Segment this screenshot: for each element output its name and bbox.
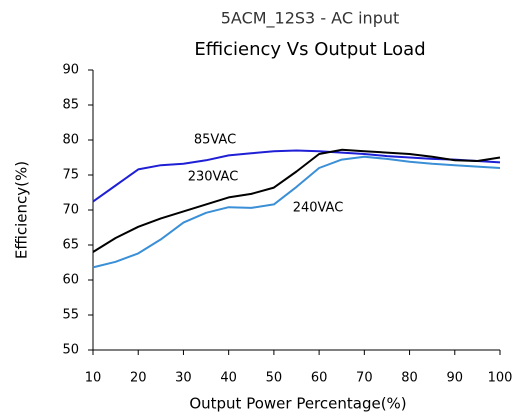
x-axis-label: Output Power Percentage(%) (189, 395, 406, 413)
series-line (92, 149, 501, 203)
x-tick-label: 30 (175, 371, 192, 386)
y-tick-label: 65 (62, 238, 79, 253)
x-tick-label: 60 (311, 371, 328, 386)
series-label: 230VAC (188, 170, 239, 185)
y-tick-label: 50 (62, 343, 79, 358)
series-line (92, 148, 501, 253)
y-tick-label: 80 (62, 133, 79, 148)
y-tick-label: 90 (62, 63, 79, 78)
y-axis-label: Efficiency(%) (13, 161, 31, 259)
x-tick-label: 90 (447, 371, 464, 386)
y-tick-label: 85 (62, 98, 79, 113)
x-tick-label: 80 (401, 371, 418, 386)
series-label: 85VAC (194, 133, 236, 148)
y-tick-label: 60 (62, 273, 79, 288)
x-tick-label: 20 (130, 371, 147, 386)
x-tick-label: 40 (220, 371, 237, 386)
chart-title: 5ACM_12S3 - AC input (221, 9, 400, 29)
series-label: 240VAC (293, 201, 344, 216)
chart-subtitle: Efficiency Vs Output Load (194, 39, 425, 60)
x-tick-label: 100 (488, 371, 513, 386)
y-tick-label: 75 (62, 168, 79, 183)
x-tick-label: 70 (356, 371, 373, 386)
y-tick-label: 70 (62, 203, 79, 218)
x-tick-label: 50 (266, 371, 283, 386)
x-tick-label: 10 (85, 371, 102, 386)
series-line (92, 155, 501, 269)
y-tick-label: 55 (62, 308, 79, 323)
